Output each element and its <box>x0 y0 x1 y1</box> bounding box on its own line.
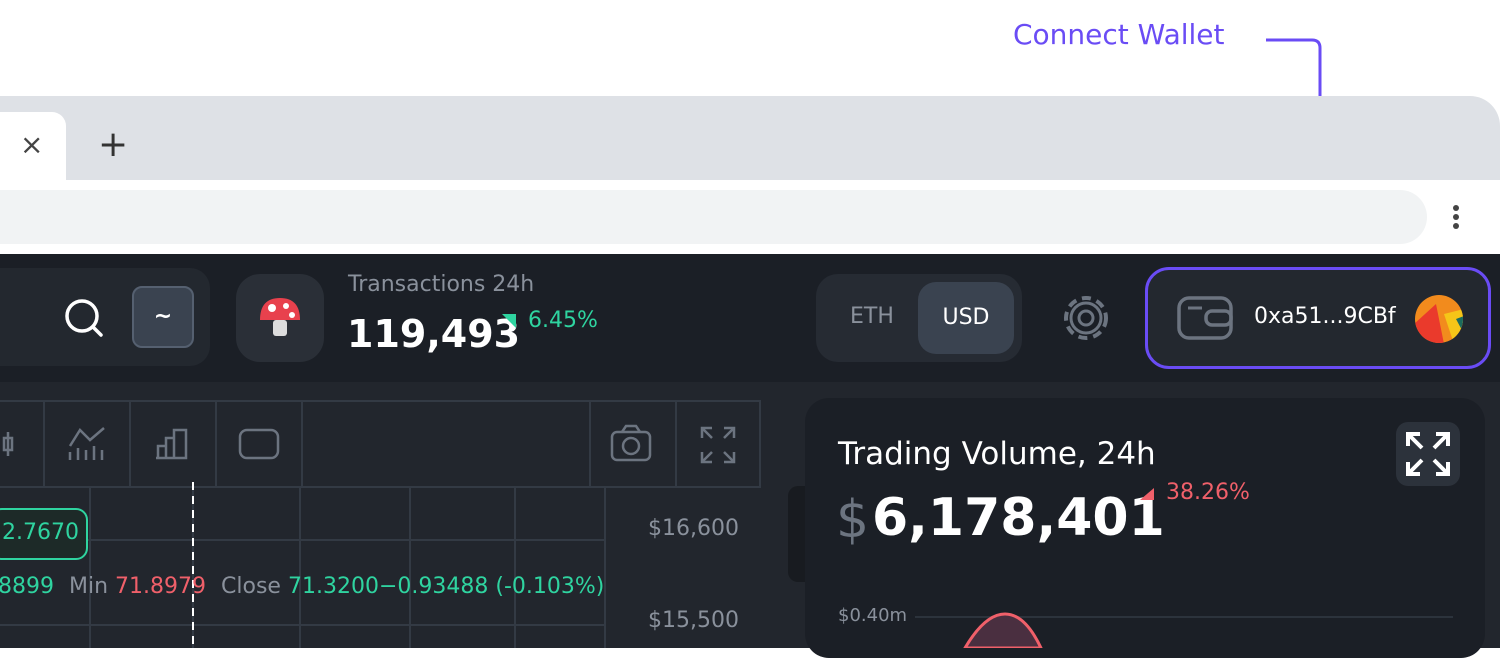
currency-option[interactable]: ETH <box>850 304 894 329</box>
volume-title: Trading Volume, 24h <box>838 436 1156 472</box>
ohlc-value: 71.3200 <box>287 574 379 599</box>
price-tag: 2.7670 <box>2 520 79 545</box>
up-indicator <box>502 314 516 328</box>
ohlc-label: Min <box>69 574 109 599</box>
volume-chart <box>915 612 1453 648</box>
ohlc-value: 8899 <box>0 574 54 599</box>
settings-icon[interactable] <box>1058 290 1114 346</box>
currency-option-active[interactable]: USD <box>918 282 1014 354</box>
ohlc-readout: 8899 Min 71.8979 Close 71.3200−0.93488 (… <box>0 574 604 599</box>
ohlc-value: −0.93488 <box>378 574 489 599</box>
volume-change: 38.26% <box>1166 480 1250 505</box>
change-indicator <box>1140 488 1154 500</box>
ohlc-value: (-0.103%) <box>495 574 605 599</box>
price-axis-label: $16,600 <box>648 516 739 541</box>
volume-value: 6,178,401 <box>872 488 1165 548</box>
tab[interactable] <box>0 112 66 182</box>
tab-close[interactable]: × <box>20 128 44 161</box>
price-tag-box <box>0 508 88 560</box>
volume-currency: $ <box>836 490 870 550</box>
new-tab[interactable]: + <box>98 124 129 165</box>
browser-menu[interactable] <box>1448 204 1464 232</box>
transactions-value: 119,493 <box>347 312 521 356</box>
chart-panel <box>0 400 761 648</box>
transactions-label: Transactions 24h <box>348 272 535 297</box>
token-icon <box>236 274 324 362</box>
wallet-icon <box>1177 296 1233 340</box>
expand-button[interactable] <box>1396 422 1460 486</box>
ohlc-value: 71.8979 <box>115 574 207 599</box>
address-bar[interactable] <box>0 190 1427 244</box>
annotation-label: Connect Wallet <box>1013 18 1225 51</box>
ohlc-label: Close <box>221 574 281 599</box>
price-axis-label: $15,500 <box>648 608 739 633</box>
volume-axis-label: $0.40m <box>838 605 908 626</box>
volume-card <box>805 398 1485 658</box>
transactions-change: 6.45% <box>528 308 598 333</box>
wallet-avatar <box>1415 295 1463 343</box>
wallet-address: 0xa51...9CBf <box>1254 304 1396 329</box>
search-shortcut: ~ <box>132 286 194 348</box>
search-icon[interactable] <box>60 296 106 342</box>
